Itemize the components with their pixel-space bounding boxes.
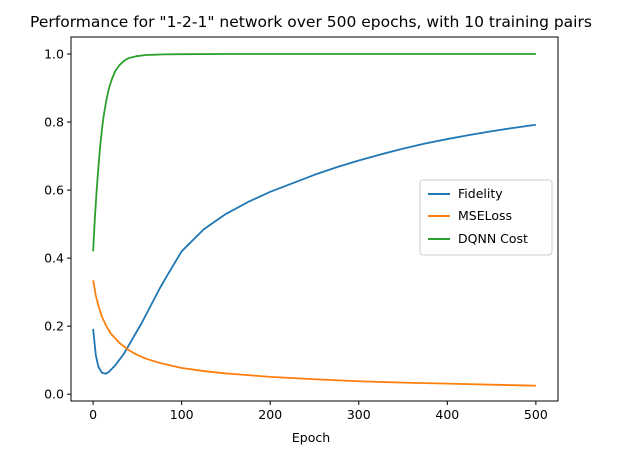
y-axis: 0.0 0.2 0.4 0.6 0.8 1.0 — [44, 47, 71, 402]
legend-label-mseloss: MSELoss — [458, 208, 512, 223]
x-tick-label: 300 — [347, 407, 371, 422]
x-tick-label: 100 — [170, 407, 194, 422]
series-line-dqnn-cost — [92, 53, 536, 252]
y-tick-label: 0.2 — [44, 319, 64, 334]
x-axis-label: Epoch — [292, 430, 330, 445]
x-axis: 0 100 200 300 400 500 — [89, 401, 548, 422]
x-tick-label: 500 — [524, 407, 548, 422]
legend-label-fidelity: Fidelity — [458, 186, 503, 201]
plot-frame — [70, 36, 559, 402]
y-tick-label: 1.0 — [44, 47, 64, 62]
series-line-mseloss — [92, 280, 536, 387]
legend-label-dqnn-cost: DQNN Cost — [458, 231, 528, 246]
legend: Fidelity MSELoss DQNN Cost — [419, 179, 553, 256]
x-tick-label: 400 — [435, 407, 459, 422]
y-tick-label: 0.8 — [44, 115, 64, 130]
x-tick-label: 0 — [89, 407, 97, 422]
series-line-fidelity — [92, 123, 536, 375]
plot-lines — [92, 53, 536, 387]
legend-box — [419, 179, 553, 256]
x-tick-label: 200 — [258, 407, 282, 422]
y-tick-label: 0.0 — [44, 387, 64, 402]
chart-title: Performance for "1-2-1" network over 500… — [30, 13, 592, 31]
y-tick-label: 0.4 — [44, 251, 64, 266]
y-tick-label: 0.6 — [44, 183, 64, 198]
